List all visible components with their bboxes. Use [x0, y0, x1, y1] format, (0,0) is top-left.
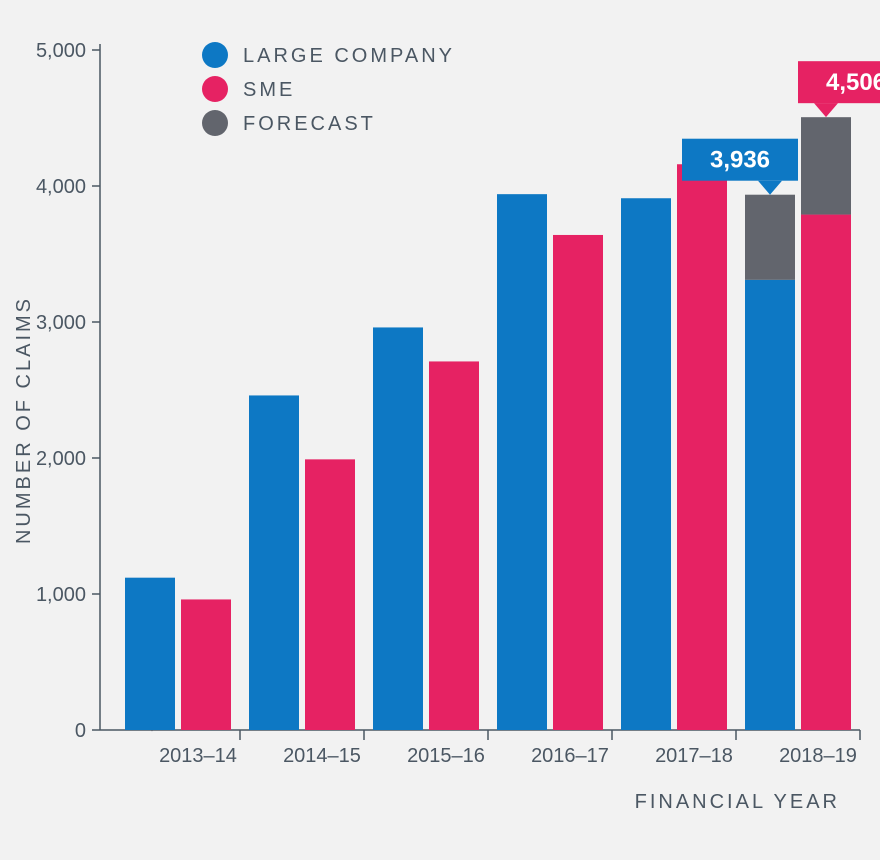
claims-bar-chart: 0 1,000 2,000 3,000 4,000 5,000 NUMBER OF CLAI…	[0, 0, 880, 860]
legend-label: SME	[243, 79, 295, 101]
legend-swatch	[202, 76, 228, 102]
x-tick-label: 2018–19	[779, 745, 857, 767]
bar-large-company	[497, 194, 547, 730]
callout-label: 4,506	[826, 69, 880, 96]
y-tick-label: 1,000	[36, 584, 86, 606]
x-axis-label: FINANCIAL YEAR	[635, 791, 840, 813]
x-tick-label: 2015–16	[407, 745, 485, 767]
legend-swatch	[202, 42, 228, 68]
legend-label: FORECAST	[243, 113, 376, 135]
bar-large-company-forecast	[745, 195, 795, 280]
callout-label: 3,936	[710, 147, 770, 174]
x-tick-label: 2013–14	[159, 745, 237, 767]
bar-sme	[677, 164, 727, 730]
bar-sme	[801, 215, 851, 730]
y-tick-label: 4,000	[36, 176, 86, 198]
y-tick-label: 0	[75, 720, 86, 742]
bar-large-company	[373, 327, 423, 730]
bar-sme	[553, 235, 603, 730]
bar-large-company	[621, 198, 671, 730]
bar-sme	[305, 459, 355, 730]
x-tick-label: 2017–18	[655, 745, 733, 767]
y-axis-label: NUMBER OF CLAIMS	[13, 296, 35, 544]
x-tick-label: 2014–15	[283, 745, 361, 767]
y-tick-label: 2,000	[36, 448, 86, 470]
legend-swatch	[202, 110, 228, 136]
y-tick-label: 3,000	[36, 312, 86, 334]
bar-sme	[181, 599, 231, 730]
bar-large-company	[125, 578, 175, 730]
bar-sme-forecast	[801, 117, 851, 214]
bar-large-company	[745, 280, 795, 730]
bar-large-company	[249, 395, 299, 730]
x-tick-label: 2016–17	[531, 745, 609, 767]
bar-sme	[429, 361, 479, 730]
legend-label: LARGE COMPANY	[243, 45, 455, 67]
y-tick-label: 5,000	[36, 40, 86, 62]
